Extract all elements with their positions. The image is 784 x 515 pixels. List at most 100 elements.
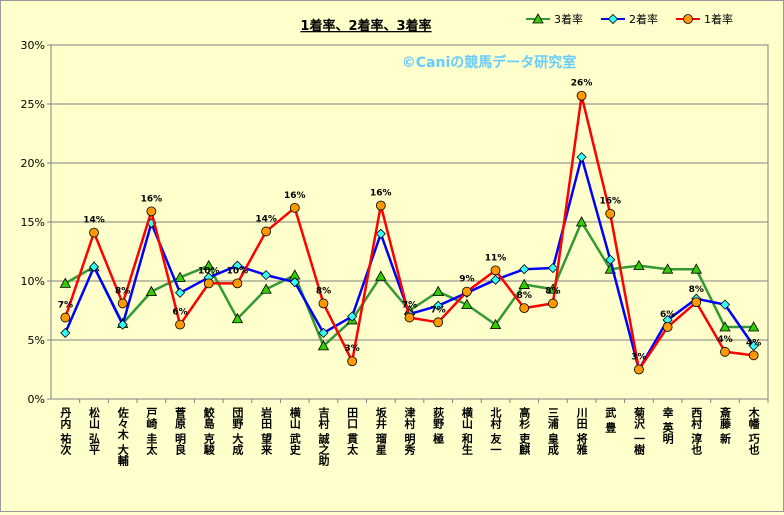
x-tick-label: 坂井 瑠星: [374, 406, 387, 455]
series-1-point: [747, 321, 760, 332]
data-label: 3%: [631, 353, 646, 363]
data-label: 6%: [660, 310, 675, 320]
series-1-point: [518, 278, 530, 289]
data-label: 14%: [83, 216, 105, 226]
data-label: 8%: [689, 285, 704, 295]
legend: 3着率 2着率 1着率: [526, 12, 733, 26]
x-tick-label: 菅原 明良: [174, 406, 187, 456]
series-3-point: [634, 364, 644, 375]
series-1-point: [489, 318, 502, 330]
x-tick-label: 幸 英明: [661, 406, 675, 445]
series-1-point: [203, 259, 215, 271]
series-1-point: [375, 270, 387, 281]
series-2-point: [605, 254, 616, 265]
series-3-point: [548, 298, 558, 309]
series-2-point: [719, 299, 731, 310]
x-tick-label: 岩田 望来: [260, 406, 274, 456]
legend-marker-2: [607, 13, 619, 25]
data-label: 10%: [198, 266, 220, 276]
series-3-point: [203, 278, 214, 289]
series-2-point: [375, 228, 386, 239]
series-1-point: [174, 271, 186, 282]
data-label: 8%: [316, 286, 331, 296]
series-3-point: [461, 286, 472, 297]
x-tick-label: 斎藤 新: [718, 406, 731, 445]
y-tick-label: 30%: [21, 39, 45, 52]
data-label: 11%: [485, 253, 507, 263]
series-2-point: [433, 300, 444, 311]
y-tick-label: 25%: [21, 98, 45, 111]
y-tick-label: 20%: [21, 157, 45, 170]
series-1-point: [231, 312, 244, 324]
series-3-point: [117, 298, 128, 309]
legend-marker-1: [532, 13, 544, 24]
series-2-point: [490, 274, 501, 285]
x-tick-label: 高杉 吏麒: [518, 406, 531, 456]
series-1-point: [317, 340, 330, 351]
data-label: 4%: [717, 335, 732, 345]
series-1-point: [633, 259, 645, 271]
x-tick-label: 団野 大成: [231, 406, 244, 456]
series-2-point: [748, 340, 759, 351]
series-3-point: [347, 356, 358, 367]
data-label: 9%: [459, 275, 474, 285]
series-2-point: [547, 262, 558, 274]
series-2-point: [60, 327, 71, 338]
data-label: 7%: [431, 305, 446, 315]
y-tick-label: 15%: [21, 216, 45, 229]
series-2-point: [174, 287, 186, 298]
watermark-text: ©Caniの競馬データ研究室: [402, 54, 577, 71]
series-2-point: [519, 264, 530, 275]
y-tick-label: 10%: [21, 275, 45, 288]
series-1-point: [145, 285, 158, 297]
series-3-point: [289, 202, 300, 213]
x-tick-label: 横山 武史: [288, 406, 301, 456]
x-tick-label: 三浦 皇成: [546, 407, 559, 456]
x-tick-label: 川田 将雅: [575, 407, 589, 456]
data-label: 7%: [58, 301, 73, 311]
x-tick-label: 田口 貫太: [346, 407, 360, 456]
series-3-point: [691, 297, 702, 308]
series-3-point: [175, 319, 185, 330]
data-label: 8%: [115, 286, 130, 296]
data-label: 3%: [344, 344, 359, 354]
series-2-point: [318, 327, 329, 338]
series-1-point: [690, 263, 702, 274]
series-3-point: [748, 350, 759, 361]
series-1-point: [432, 285, 444, 297]
x-tick-label: 横山 和生: [460, 406, 473, 456]
x-tick-label: 佐々木 大輔: [116, 406, 130, 467]
x-tick-label: 吉村 誠之助: [317, 406, 330, 467]
data-label: 16%: [141, 194, 163, 204]
data-label: 16%: [370, 188, 392, 198]
series-2-point: [289, 277, 300, 288]
series-1-point: [461, 298, 473, 310]
series-2-point: [117, 319, 128, 330]
series-3-point: [89, 227, 99, 238]
plot-area: 0% 5% 10% 15% 20% 25% 30% 丹内 祐次 松山 弘平 佐々木 大輔 戸崎 圭太…: [21, 39, 769, 467]
x-tick-label: 菊沢 一樹: [632, 406, 645, 456]
x-tick-label: 荻野 極: [432, 406, 446, 445]
data-label: 4%: [746, 338, 761, 348]
y-tick-label: 0%: [28, 393, 45, 406]
series-3-point: [662, 322, 673, 332]
legend-label-2: 2着率: [629, 12, 658, 26]
series-3-point: [605, 208, 616, 219]
data-label: 7%: [402, 301, 417, 311]
series-3-point: [404, 312, 415, 323]
series-1-point: [719, 321, 731, 332]
data-label: 16%: [284, 191, 306, 201]
x-tick-label: 松山 弘平: [88, 406, 101, 456]
x-tick-label: 丹内 祐次: [59, 407, 72, 456]
series-2-point: [576, 152, 587, 163]
series-2-point: [347, 311, 358, 322]
x-tick-label: 西村 淳也: [690, 407, 703, 455]
y-tick-label: 5%: [28, 334, 45, 347]
series-1-point: [59, 277, 72, 288]
series-3-point: [433, 317, 444, 328]
x-tick-label: 鮫島 克駿: [202, 406, 215, 456]
x-tick-label: 木幡 巧也: [747, 406, 761, 455]
chart-title: 1着率、2着率、3着率: [300, 18, 431, 34]
